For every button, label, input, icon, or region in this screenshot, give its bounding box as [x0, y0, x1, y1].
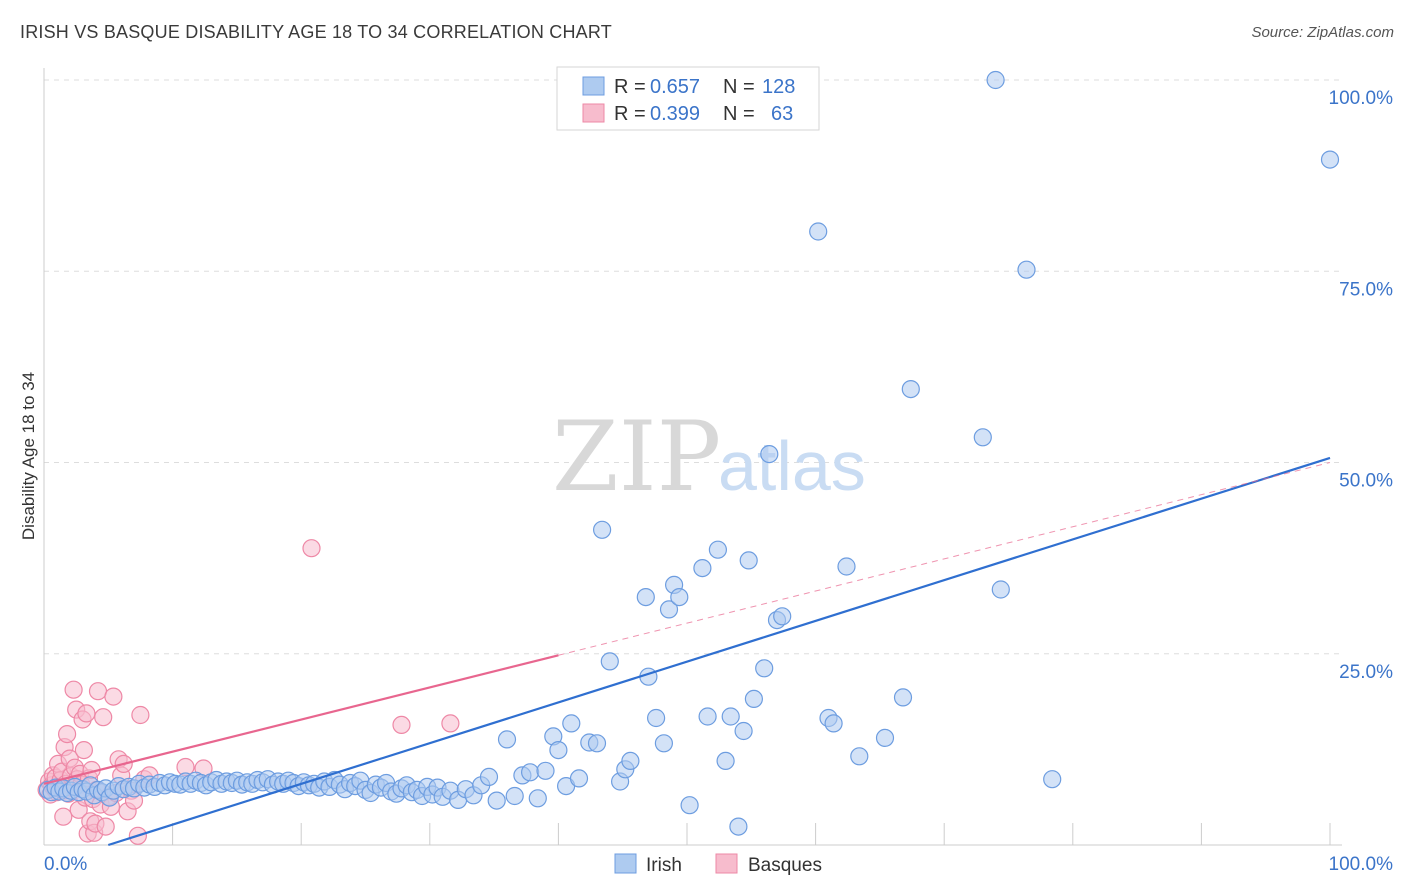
basque-trend-line [43, 654, 559, 785]
irish-point [716, 751, 735, 771]
irish-trend-line [107, 456, 1331, 847]
basque-point [57, 724, 77, 744]
watermark: ZIP atlas [552, 401, 866, 513]
irish-point [1043, 770, 1062, 789]
irish-point [569, 769, 589, 788]
series-legend: Irish Basques [614, 853, 822, 876]
legend-n-value-irish: 128 [762, 76, 795, 98]
grid-layer [44, 79, 1342, 845]
irish-point [901, 380, 920, 399]
x-tick-label: 100.0% [1329, 854, 1394, 875]
basque-point [392, 715, 411, 735]
irish-point [536, 761, 555, 780]
irish-point [621, 751, 640, 771]
y-tick-labels: 25.0% 50.0% 75.0% 100.0% [1329, 88, 1394, 683]
irish-point [986, 70, 1005, 90]
irish-point [850, 747, 869, 766]
irish-point [739, 551, 758, 570]
basque-trend-line-extension [558, 462, 1331, 656]
irish-point [592, 520, 612, 539]
series-legend-swatch-basque [715, 853, 738, 874]
basque-point [441, 714, 460, 733]
irish-point [600, 652, 619, 671]
irish-point [680, 796, 699, 815]
basque-point [302, 539, 321, 558]
irish-point [837, 557, 856, 576]
trend-layer [43, 456, 1331, 847]
irish-point [875, 728, 895, 748]
irish-point [670, 587, 689, 607]
series-legend-label-basque: Basques [748, 855, 822, 876]
basque-point [131, 705, 150, 725]
irish-point [734, 721, 753, 741]
irish-point [721, 707, 740, 726]
irish-point [549, 740, 568, 760]
irish-point [991, 580, 1010, 599]
basque-point [88, 682, 108, 701]
legend-n-label-irish: N = [723, 76, 755, 98]
basque-point [104, 687, 123, 706]
irish-point [809, 222, 828, 241]
y-tick-label: 25.0% [1339, 662, 1393, 683]
legend-n-value-basque: 63 [771, 103, 793, 125]
legend-swatch-irish [582, 76, 605, 96]
irish-point [654, 734, 674, 753]
irish-point [698, 707, 717, 726]
irish-point [893, 688, 913, 707]
y-tick-label: 50.0% [1339, 471, 1393, 492]
irish-point [497, 730, 517, 749]
irish-point [487, 791, 506, 810]
irish-point [729, 817, 748, 836]
irish-point [479, 767, 499, 787]
legend-r-label-basque: R = [614, 103, 646, 125]
irish-point [755, 659, 774, 678]
irish-point [659, 600, 679, 619]
basque-point [96, 817, 115, 836]
legend-swatch-basque [582, 103, 605, 123]
series-legend-label-irish: Irish [646, 855, 682, 876]
legend-n-label-basque: N = [723, 103, 755, 125]
basque-point [77, 704, 96, 723]
irish-point [646, 708, 666, 728]
irish-point [1017, 260, 1036, 279]
axis-layer [43, 68, 1342, 846]
irish-point [636, 587, 655, 607]
irish-point [520, 763, 540, 782]
points-layer [37, 70, 1340, 845]
irish-point [587, 734, 607, 753]
x-tick-label: 0.0% [44, 854, 87, 875]
irish-point [824, 714, 843, 733]
legend-r-value-basque: 0.399 [650, 103, 700, 125]
basque-point [64, 680, 83, 699]
irish-point [973, 428, 992, 447]
irish-point [1320, 150, 1340, 169]
legend-r-value-irish: 0.657 [650, 76, 700, 98]
basque-point [94, 708, 113, 727]
chart-source: Source: ZipAtlas.com [1251, 24, 1394, 41]
irish-point [744, 689, 764, 709]
series-legend-swatch-irish [614, 853, 637, 874]
x-tick-labels: 0.0% 100.0% [44, 854, 1393, 875]
y-tick-label: 100.0% [1329, 88, 1394, 109]
chart-title: IRISH VS BASQUE DISABILITY AGE 18 TO 34 … [20, 22, 612, 42]
irish-point [773, 607, 792, 626]
watermark-atlas: atlas [718, 427, 866, 505]
stats-legend: R = 0.657 N = 128 R = 0.399 N = 63 [556, 66, 820, 131]
y-tick-label: 75.0% [1339, 279, 1393, 300]
legend-r-label-irish: R = [614, 76, 646, 98]
irish-point [708, 540, 728, 559]
irish-point [528, 789, 547, 808]
basque-point [74, 740, 94, 760]
y-axis-label: Disability Age 18 to 34 [19, 372, 38, 540]
watermark-zip: ZIP [552, 401, 721, 513]
irish-point [505, 786, 524, 806]
irish-point [693, 558, 712, 578]
basque-point [54, 807, 73, 826]
irish-point [760, 445, 779, 464]
irish-point [562, 714, 581, 733]
